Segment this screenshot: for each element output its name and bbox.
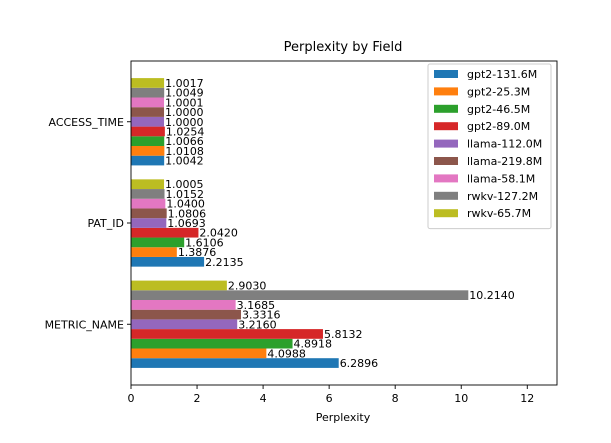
legend-swatch-gpt2-131-6m bbox=[434, 70, 458, 78]
bar-label-access-time-llama-58-1m: 1.0001 bbox=[165, 96, 204, 109]
bar-pat-id-rwkv-65-7m bbox=[131, 179, 165, 190]
x-tick-label: 12 bbox=[520, 392, 534, 405]
x-tick-label: 8 bbox=[392, 392, 399, 405]
bar-label-pat-id-llama-112-0m: 1.0693 bbox=[167, 217, 206, 230]
bar-label-metric-name-gpt2-46-5m: 4.8918 bbox=[294, 338, 333, 351]
bar-access-time-llama-112-0m bbox=[131, 116, 165, 127]
legend: gpt2-131.6M gpt2-25.3M gpt2-46.5M gpt2-89.0… bbox=[427, 63, 552, 230]
bar-access-time-gpt2-46-5m bbox=[131, 136, 165, 146]
bar-label-metric-name-llama-112-0m: 3.2160 bbox=[238, 318, 277, 331]
bar-label-access-time-gpt2-25-3m: 1.0108 bbox=[165, 145, 204, 158]
bar-pat-id-gpt2-131-6m bbox=[131, 256, 205, 267]
bar-label-pat-id-rwkv-65-7m: 1.0005 bbox=[165, 178, 204, 191]
legend-swatch-rwkv-65-7m bbox=[434, 209, 458, 218]
bar-label-metric-name-gpt2-131-6m: 6.2896 bbox=[340, 357, 379, 370]
bar-pat-id-rwkv-127-2m bbox=[131, 189, 165, 199]
bar-label-access-time-gpt2-89-0m: 1.0254 bbox=[166, 125, 205, 138]
bar-label-metric-name-rwkv-65-7m: 2.9030 bbox=[228, 279, 267, 292]
bar-label-access-time-gpt2-46-5m: 1.0066 bbox=[165, 135, 204, 148]
bar-label-access-time-gpt2-131-6m: 1.0042 bbox=[165, 155, 204, 168]
bar-pat-id-gpt2-89-0m bbox=[131, 227, 199, 238]
legend-label-gpt2-46-5m: gpt2-46.5M bbox=[467, 103, 530, 116]
x-tick-label: 0 bbox=[128, 392, 135, 405]
bar-label-metric-name-llama-219-8m: 3.3316 bbox=[242, 309, 280, 322]
bar-label-pat-id-gpt2-25-3m: 1.3876 bbox=[178, 246, 217, 259]
bar-metric-name-llama-219-8m bbox=[131, 309, 242, 320]
legend-swatch-llama-219-8m bbox=[434, 157, 458, 165]
bar-metric-name-llama-112-0m bbox=[131, 319, 238, 330]
bar-pat-id-gpt2-25-3m bbox=[131, 247, 177, 257]
legend-box bbox=[427, 63, 552, 230]
legend-swatch-gpt2-89-0m bbox=[434, 122, 458, 131]
bar-metric-name-gpt2-25-3m bbox=[131, 348, 267, 359]
bar-label-pat-id-gpt2-131-6m: 2.2135 bbox=[205, 256, 244, 269]
chart-title: Perplexity by Field bbox=[284, 40, 403, 55]
legend-label-llama-219-8m: llama-219.8M bbox=[467, 155, 542, 168]
bar-label-metric-name-rwkv-127-2m: 10.2140 bbox=[469, 289, 515, 302]
bar-metric-name-llama-58-1m bbox=[131, 300, 236, 310]
bar-label-pat-id-llama-58-1m: 1.0400 bbox=[166, 198, 205, 211]
bar-pat-id-llama-58-1m bbox=[131, 198, 166, 209]
bar-metric-name-rwkv-127-2m bbox=[131, 290, 469, 300]
legend-swatch-gpt2-46-5m bbox=[434, 104, 458, 113]
y-tick-label-metric-name: METRIC_NAME bbox=[45, 318, 124, 331]
x-tick-label: 4 bbox=[260, 392, 267, 405]
bar-label-pat-id-gpt2-89-0m: 2.0420 bbox=[199, 227, 238, 240]
bar-access-time-rwkv-127-2m bbox=[131, 87, 165, 98]
bar-label-access-time-llama-219-8m: 1.0000 bbox=[165, 106, 204, 119]
bar-pat-id-gpt2-46-5m bbox=[131, 237, 185, 248]
bar-label-metric-name-llama-58-1m: 3.1685 bbox=[237, 299, 276, 312]
x-axis-title: Perplexity bbox=[316, 411, 371, 424]
bar-access-time-gpt2-131-6m bbox=[131, 155, 165, 166]
bars-layer bbox=[131, 78, 469, 368]
legend-label-rwkv-127-2m: rwkv-127.2M bbox=[467, 190, 538, 203]
bar-pat-id-llama-112-0m bbox=[131, 218, 167, 228]
bar-label-metric-name-gpt2-25-3m: 4.0988 bbox=[267, 347, 306, 360]
bar-access-time-gpt2-25-3m bbox=[131, 146, 165, 156]
bar-pat-id-llama-219-8m bbox=[131, 208, 167, 219]
bar-access-time-llama-219-8m bbox=[131, 107, 165, 117]
bar-metric-name-gpt2-89-0m bbox=[131, 329, 323, 339]
legend-swatch-rwkv-127-2m bbox=[434, 191, 458, 200]
x-tick-label: 10 bbox=[454, 392, 468, 405]
axes-layer: 0 2 4 6 8 10 12 METRIC_NAME PAT_ID ACCESS_TIME bbox=[45, 60, 558, 405]
bar-label-access-time-llama-112-0m: 1.0000 bbox=[165, 116, 204, 129]
bar-label-metric-name-gpt2-89-0m: 5.8132 bbox=[324, 328, 363, 341]
legend-label-gpt2-89-0m: gpt2-89.0M bbox=[467, 120, 530, 133]
bar-label-pat-id-llama-219-8m: 1.0806 bbox=[168, 207, 207, 220]
legend-label-llama-58-1m: llama-58.1M bbox=[467, 172, 535, 185]
bar-label-pat-id-rwkv-127-2m: 1.0152 bbox=[166, 188, 205, 201]
bar-label-access-time-rwkv-65-7m: 1.0017 bbox=[165, 77, 204, 90]
legend-label-gpt2-25-3m: gpt2-25.3M bbox=[467, 85, 530, 98]
bar-metric-name-rwkv-65-7m bbox=[131, 280, 227, 291]
legend-label-llama-112-0m: llama-112.0M bbox=[467, 138, 542, 151]
x-tick-label: 2 bbox=[194, 392, 201, 405]
y-tick-label-pat-id: PAT_ID bbox=[87, 217, 124, 230]
bar-label-pat-id-gpt2-46-5m: 1.6106 bbox=[185, 236, 224, 249]
legend-label-gpt2-131-6m: gpt2-131.6M bbox=[467, 68, 537, 81]
bar-label-access-time-rwkv-127-2m: 1.0049 bbox=[165, 87, 204, 100]
bar-access-time-llama-58-1m bbox=[131, 97, 165, 108]
legend-swatch-llama-112-0m bbox=[434, 139, 458, 148]
bar-metric-name-gpt2-46-5m bbox=[131, 338, 293, 349]
x-tick-label: 6 bbox=[326, 392, 333, 405]
legend-label-rwkv-65-7m: rwkv-65.7M bbox=[467, 207, 531, 220]
bar-access-time-gpt2-89-0m bbox=[131, 126, 165, 137]
y-tick-label-access-time: ACCESS_TIME bbox=[48, 116, 124, 129]
bar-access-time-rwkv-65-7m bbox=[131, 78, 165, 88]
bar-metric-name-gpt2-131-6m bbox=[131, 358, 339, 368]
legend-swatch-gpt2-25-3m bbox=[434, 87, 458, 96]
legend-swatch-llama-58-1m bbox=[434, 174, 458, 183]
